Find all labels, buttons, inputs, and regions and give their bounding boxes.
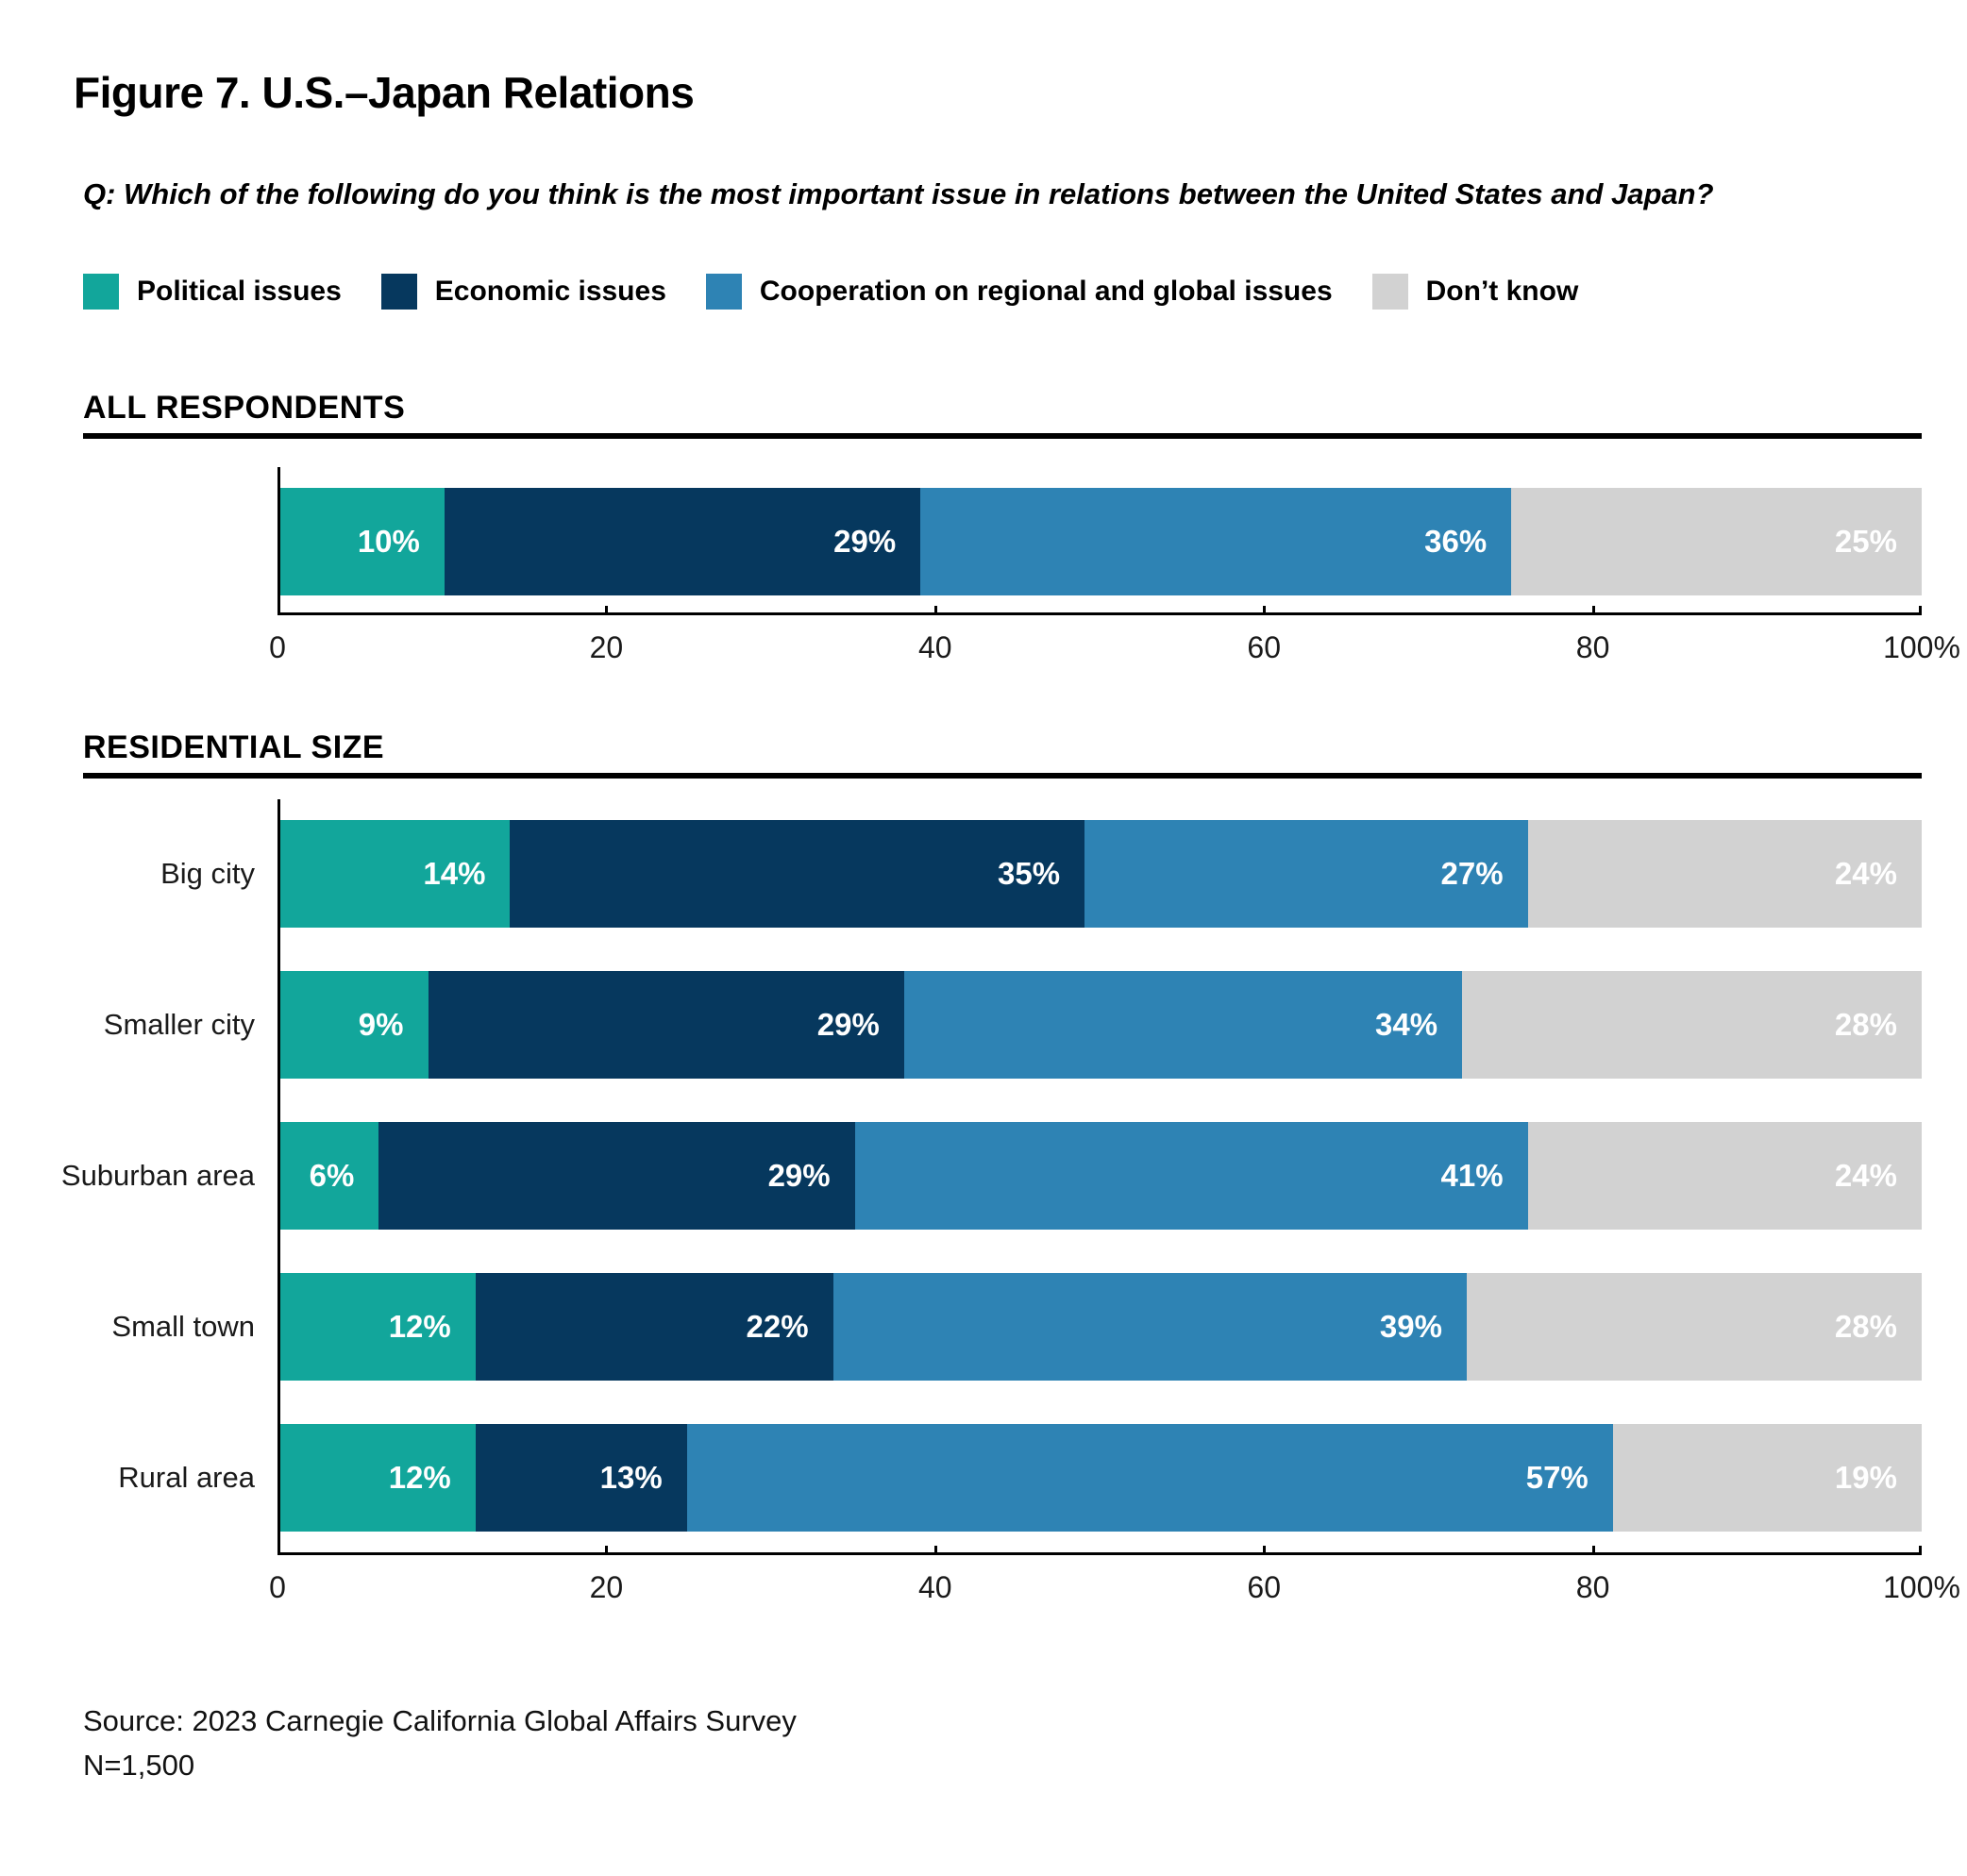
bar-row: Rural area 12% 13% 57% 19% bbox=[118, 1424, 1922, 1533]
legend-item: Economic issues bbox=[380, 273, 666, 310]
bar-segment: 25% bbox=[1511, 488, 1922, 596]
plot-area: Big city 14% 35% 27% 24% Smaller city 9% 29% 34%… bbox=[61, 799, 1922, 1553]
x-axis bbox=[277, 606, 1922, 616]
axis-tick-label: 20 bbox=[589, 630, 624, 665]
legend: Political issues Economic issues Cooperati… bbox=[83, 273, 1922, 310]
survey-question: Q: Which of the following do you think i… bbox=[83, 176, 1714, 210]
bar-segment: 29% bbox=[428, 971, 904, 1080]
category-label: Suburban area bbox=[60, 1159, 255, 1193]
x-axis-labels: 0 20 40 60 80 100% bbox=[269, 630, 1960, 668]
bar-segment: 24% bbox=[1527, 820, 1922, 929]
legend-item: Cooperation on regional and global issue… bbox=[705, 273, 1333, 310]
axis-tick bbox=[1919, 1546, 1922, 1556]
sample-size-line: N=1,500 bbox=[83, 1748, 195, 1782]
bar-segment: 27% bbox=[1084, 820, 1528, 929]
bar-segment: 6% bbox=[280, 1122, 379, 1231]
axis-tick-label: 80 bbox=[1575, 630, 1610, 665]
axis-tick-label: 0 bbox=[269, 1570, 286, 1605]
bar-row: 10% 29% 36% 25% bbox=[280, 488, 1922, 596]
x-axis bbox=[277, 1546, 1922, 1556]
legend-label: Cooperation on regional and global issue… bbox=[759, 275, 1333, 307]
bar-segment: 29% bbox=[444, 488, 921, 596]
section-divider bbox=[83, 773, 1922, 779]
bar-row: Big city 14% 35% 27% 24% bbox=[160, 820, 1922, 929]
legend-swatch bbox=[705, 273, 742, 310]
axis-tick-label: 60 bbox=[1247, 1570, 1281, 1605]
plot-area: 10% 29% 36% 25% bbox=[277, 467, 1922, 613]
bar-row: Smaller city 9% 29% 34% 28% bbox=[104, 971, 1922, 1080]
section-heading-all-respondents: ALL RESPONDENTS bbox=[83, 389, 406, 426]
legend-label: Political issues bbox=[137, 275, 342, 307]
bar-segment: 36% bbox=[920, 488, 1512, 596]
axis-tick bbox=[1263, 1546, 1267, 1556]
figure-title: Figure 7. U.S.–Japan Relations bbox=[74, 68, 695, 117]
section-all-respondents: ALL RESPONDENTS 10% 29% 36% 25% 0 20 40 60 80 100… bbox=[83, 389, 1960, 668]
bar-segment: 10% bbox=[280, 488, 445, 596]
bar-segment: 12% bbox=[280, 1424, 476, 1533]
legend-swatch bbox=[83, 273, 119, 310]
bar-segment: 39% bbox=[832, 1273, 1467, 1382]
bar-segment: 9% bbox=[280, 971, 429, 1080]
axis-tick bbox=[605, 1546, 609, 1556]
bar-segment: 34% bbox=[903, 971, 1463, 1080]
axis-tick-label: 20 bbox=[589, 1570, 624, 1605]
axis-tick-label: 40 bbox=[918, 630, 952, 665]
bar-segment: 28% bbox=[1462, 971, 1922, 1080]
bar-segment: 14% bbox=[280, 820, 511, 929]
legend-label: Don’t know bbox=[1425, 275, 1579, 307]
bar-segment: 19% bbox=[1612, 1424, 1922, 1533]
legend-swatch bbox=[1371, 273, 1408, 310]
bar-segment: 57% bbox=[686, 1424, 1613, 1533]
category-label: Big city bbox=[160, 857, 255, 891]
x-axis-labels: 0 20 40 60 80 100% bbox=[269, 1570, 1960, 1608]
category-label: Smaller city bbox=[103, 1008, 255, 1042]
category-label: Small town bbox=[111, 1310, 255, 1344]
axis-tick-label: 60 bbox=[1247, 630, 1281, 665]
axis-tick-label: 100% bbox=[1883, 630, 1960, 665]
axis-tick-label: 40 bbox=[918, 1570, 952, 1605]
section-residential-size: RESIDENTIAL SIZE Big city 14% 35% 27% 24% Sma… bbox=[61, 729, 1960, 1608]
bar-segment: 24% bbox=[1527, 1122, 1922, 1231]
bar-segment: 41% bbox=[854, 1122, 1528, 1231]
all-respondents-chart: 10% 29% 36% 25% 0 20 40 60 80 100% bbox=[83, 467, 1960, 668]
legend-item: Political issues bbox=[83, 273, 342, 310]
bar-row: Suburban area 6% 29% 41% 24% bbox=[61, 1122, 1922, 1231]
axis-tick bbox=[933, 1546, 937, 1556]
bar-row: Small town 12% 22% 39% 28% bbox=[111, 1273, 1922, 1382]
bar-segment: 12% bbox=[280, 1273, 476, 1382]
bar-segment: 22% bbox=[475, 1273, 833, 1382]
axis-tick bbox=[1591, 1546, 1595, 1556]
axis-tick-label: 0 bbox=[269, 630, 286, 665]
section-divider bbox=[83, 433, 1922, 440]
axis-tick-label: 80 bbox=[1575, 1570, 1610, 1605]
source-line: Source: 2023 Carnegie California Global … bbox=[83, 1704, 797, 1738]
axis-tick bbox=[605, 606, 609, 616]
residential-size-chart: Big city 14% 35% 27% 24% Smaller city 9% 29% 34%… bbox=[61, 799, 1960, 1608]
axis-tick bbox=[933, 606, 937, 616]
axis-tick bbox=[1263, 606, 1267, 616]
bar-segment: 28% bbox=[1466, 1273, 1922, 1382]
category-label: Rural area bbox=[118, 1461, 255, 1495]
axis-tick bbox=[1591, 606, 1595, 616]
bar-segment: 13% bbox=[475, 1424, 687, 1533]
legend-item: Don’t know bbox=[1371, 273, 1579, 310]
legend-swatch bbox=[380, 273, 417, 310]
bar-segment: 35% bbox=[510, 820, 1085, 929]
section-heading-residential-size: RESIDENTIAL SIZE bbox=[83, 729, 385, 766]
legend-label: Economic issues bbox=[434, 275, 666, 307]
bar-segment: 29% bbox=[378, 1122, 855, 1231]
axis-tick-label: 100% bbox=[1883, 1570, 1960, 1605]
axis-tick bbox=[1919, 606, 1922, 616]
